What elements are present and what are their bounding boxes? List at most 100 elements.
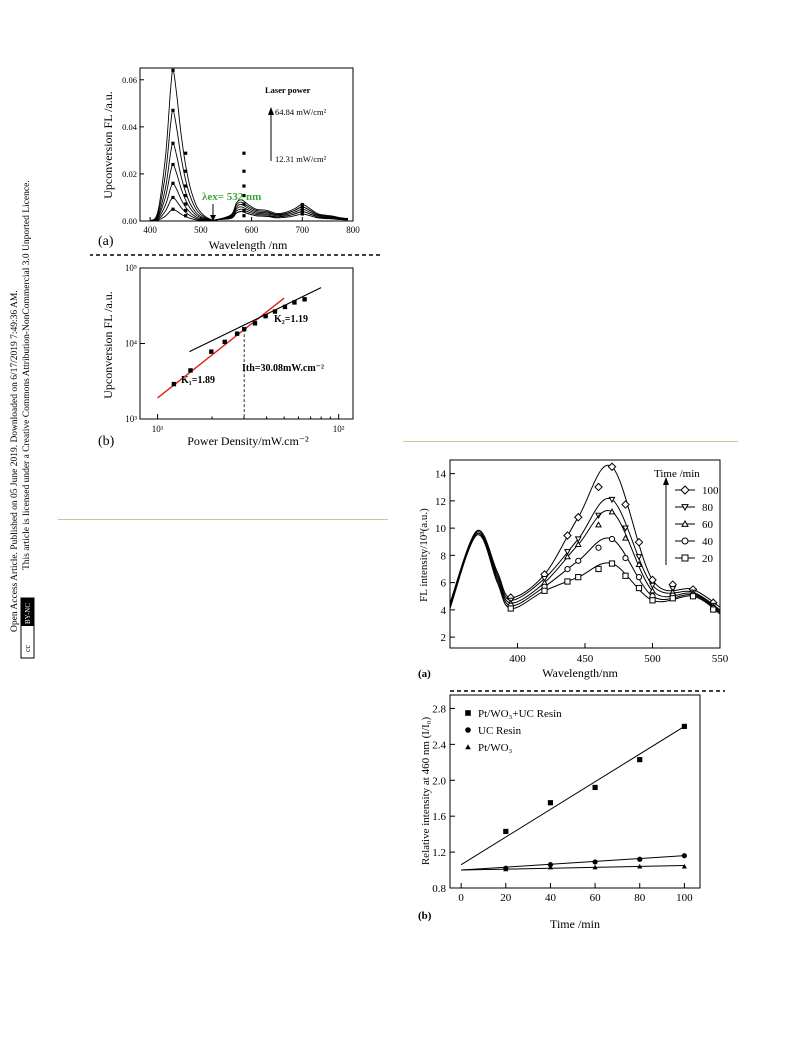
fig1a-panel-label: (a): [98, 234, 114, 249]
fig1a-ytick-label: 0.02: [122, 169, 137, 179]
fig1a-data-point: [242, 214, 246, 218]
fig2a-data-point: [689, 593, 697, 600]
fig1a-spectrum-curve: [149, 164, 348, 222]
fig1a-data-point: [184, 151, 188, 155]
fig2b-data-point: [681, 723, 687, 730]
fig2a-ytick-label: 4: [441, 605, 447, 617]
fig2b-data-point: [547, 800, 554, 806]
fig1b-ticks: 10¹ 10² 10³ 10⁴ 10⁵: [125, 263, 345, 434]
fig2a-ytick-label: 10: [435, 523, 447, 535]
fig2a-ticks: 400 450 500 550 2 4 6 8 10 12 14: [435, 469, 729, 665]
fig2b-ytick-label: 2.8: [432, 703, 446, 715]
fig2a-data-point: [575, 574, 582, 581]
fig2a-data-point: [622, 534, 629, 541]
fig2a-data-point: [574, 540, 582, 548]
fig2b-ytick-label: 2.0: [432, 775, 446, 787]
fig2b-plot-frame: [449, 694, 701, 889]
fig1a-curves: [149, 68, 348, 222]
fig1b-threshold-label: Ith=30.08mW.cm⁻²: [242, 363, 324, 374]
fig1b-data-point: [234, 331, 240, 336]
cc-badge[interactable]: BY-NC cc: [20, 597, 35, 659]
fig1a-data-point: [171, 207, 175, 211]
fig2a-data-point: [507, 605, 514, 612]
fig2a-data-point: [622, 525, 629, 532]
fig2a-data-point: [595, 521, 602, 528]
fig1b-ylabel: Upconversion FL /a.u.: [101, 291, 115, 399]
fig2b-data-point: [637, 863, 643, 869]
fig2a-data-point: [649, 582, 656, 589]
fig1a-data-point: [242, 202, 246, 206]
fig2a-data-point: [595, 544, 602, 551]
fig2b-xtick-label: 80: [634, 892, 646, 904]
fig2a-spectrum-curve: [449, 533, 721, 614]
fig1b-panel-label: (b): [98, 434, 115, 449]
fig2b-xtick-label: 40: [545, 892, 557, 904]
fig2a-xlabel: Wavelength/nm: [542, 666, 618, 680]
fig1b-data-point: [171, 381, 177, 387]
fig1a-data-point: [184, 214, 188, 218]
license-line-2[interactable]: This article is licensed under a Creativ…: [22, 180, 32, 570]
fig1a-ticks: 400 500 600 700 800 0.00 0.02 0.04 0.06: [122, 75, 360, 235]
fig2b-ytick-label: 0.8: [432, 883, 446, 895]
fig1a-xtick-label: 600: [245, 225, 259, 235]
fig1a-data-point: [242, 151, 246, 155]
divider-right: [403, 441, 738, 442]
fig2b-data-point: [547, 862, 554, 868]
fig2b-data-point: [592, 784, 598, 791]
fig2b-data-point: [681, 863, 687, 869]
fig1b-k1-label: K₁=1.89: [181, 375, 215, 386]
cc-badge-fill: [21, 598, 34, 626]
fig1a-data-point: [300, 209, 304, 214]
fig2a-data-point: [634, 537, 644, 547]
fig1a-ylabel: Upconversion FL /a.u.: [101, 91, 115, 199]
fig2a-data-point: [608, 508, 616, 515]
fig1a-data-point: [184, 193, 188, 198]
fig1b-data-point: [242, 326, 247, 332]
fig1a-data-point: [242, 208, 246, 213]
fig1a-spectrum-curve: [149, 142, 348, 222]
fig2a-data-point: [594, 482, 603, 492]
fig1a-data-point: [184, 184, 188, 188]
fig1a-legend-low: 12.31 mW/cm²: [275, 154, 327, 164]
fig2a-legend-label: 20: [702, 553, 714, 565]
fig2a-data-point: [541, 587, 548, 594]
fig2a-data-point: [595, 565, 602, 573]
fig2a-legend-label: 100: [702, 485, 719, 497]
cc-badge-bync: BY-NC: [24, 603, 32, 624]
fig2a-data-point: [649, 597, 656, 604]
fig2b-legend-label: Pt/WO₃+UC Resin: [478, 708, 562, 720]
fig1a-data-point: [300, 207, 304, 211]
fig2b-data-point: [503, 866, 509, 872]
license-line-1[interactable]: Open Access Article. Published on 05 Jun…: [10, 290, 20, 632]
fig2a-data-point: [608, 560, 616, 567]
fig2b-data-point: [681, 853, 687, 859]
fig1a-xtick-label: 700: [296, 225, 310, 235]
fig1b-ytick-label: 10³: [125, 414, 137, 424]
figure-1: 400 500 600 700 800 0.00 0.02 0.04 0.06 Upconver…: [90, 67, 380, 449]
fig2b-data-point: [637, 856, 643, 862]
fig2a-data-point: [564, 578, 571, 585]
fig2a-data-point: [635, 560, 643, 568]
fig2b-marks: [460, 723, 687, 872]
fig1b-data-point: [302, 297, 307, 302]
fig2b-ticks: 0 20 40 60 80 100 0.8 1.2 1.6 2.0 2.4 2.8: [432, 703, 693, 904]
fig1a-legend-high: 64.84 mW/cm²: [275, 107, 327, 117]
fig2a-legend-marker: [681, 554, 689, 562]
fig1b-data-point: [272, 309, 278, 314]
fig1b-data-point: [252, 321, 258, 326]
fig2b-ylabel: Relative intensity at 460 nm (I/I₀): [420, 716, 432, 865]
fig1b-xtick-label: 10²: [333, 424, 345, 434]
fig1b-data-point: [263, 313, 268, 319]
fig2a-data-point: [564, 565, 571, 573]
fig1a-data-point: [300, 205, 304, 209]
fig2b-xtick-label: 100: [676, 892, 693, 904]
fig2b-ytick-label: 1.2: [432, 847, 446, 859]
fig1a-spectrum-curve: [149, 69, 348, 222]
fig2a-data-point: [608, 535, 616, 543]
fig1a-plot-frame: [139, 67, 354, 222]
fig2a-data-point: [575, 557, 582, 564]
fig2a-data-point: [564, 549, 571, 556]
fig2a-data-point: [621, 500, 630, 509]
fig2a-legend-marker: [681, 519, 689, 527]
